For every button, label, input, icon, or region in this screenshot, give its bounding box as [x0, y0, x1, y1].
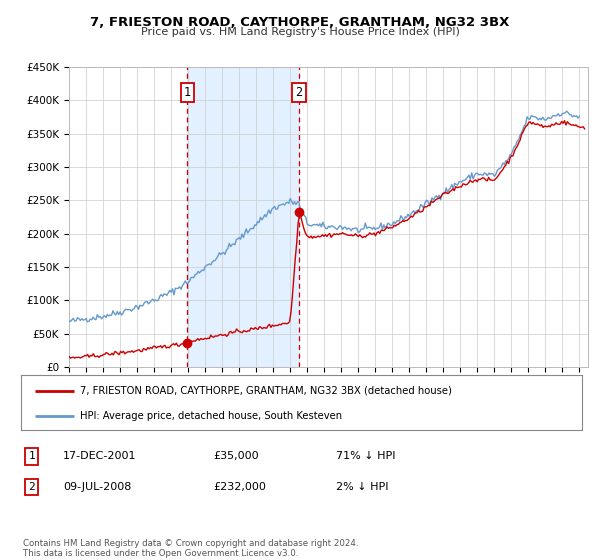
Text: 7, FRIESTON ROAD, CAYTHORPE, GRANTHAM, NG32 3BX (detached house): 7, FRIESTON ROAD, CAYTHORPE, GRANTHAM, N… [80, 386, 452, 395]
Text: 7, FRIESTON ROAD, CAYTHORPE, GRANTHAM, NG32 3BX: 7, FRIESTON ROAD, CAYTHORPE, GRANTHAM, N… [91, 16, 509, 29]
Text: 09-JUL-2008: 09-JUL-2008 [63, 482, 131, 492]
Text: 17-DEC-2001: 17-DEC-2001 [63, 451, 137, 461]
Text: Price paid vs. HM Land Registry's House Price Index (HPI): Price paid vs. HM Land Registry's House … [140, 27, 460, 37]
Text: 2: 2 [295, 86, 302, 99]
Text: 71% ↓ HPI: 71% ↓ HPI [336, 451, 395, 461]
Text: HPI: Average price, detached house, South Kesteven: HPI: Average price, detached house, Sout… [80, 412, 342, 421]
Text: £35,000: £35,000 [213, 451, 259, 461]
Text: 1: 1 [184, 86, 191, 99]
Text: 2: 2 [28, 482, 35, 492]
Text: Contains HM Land Registry data © Crown copyright and database right 2024.
This d: Contains HM Land Registry data © Crown c… [23, 539, 358, 558]
Text: £232,000: £232,000 [213, 482, 266, 492]
Text: 2% ↓ HPI: 2% ↓ HPI [336, 482, 389, 492]
Text: 1: 1 [28, 451, 35, 461]
Bar [187, 67, 299, 367]
